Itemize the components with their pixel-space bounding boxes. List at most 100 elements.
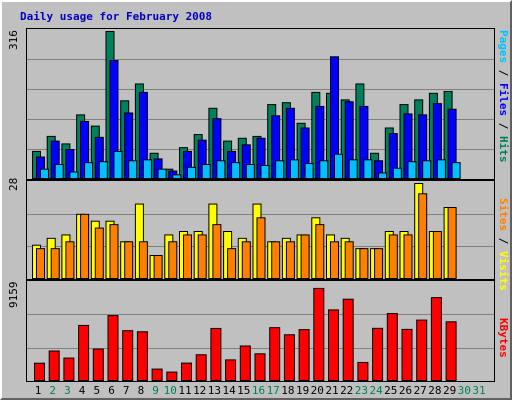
day-label-26: 26 (398, 384, 413, 397)
sites-bar-day-10 (168, 241, 178, 279)
pages-bar-day-18 (289, 159, 299, 179)
pages-bar-day-25 (392, 167, 402, 179)
sites-bar-day-8 (138, 241, 148, 279)
sites-bar-day-20 (315, 224, 325, 279)
day-label-13: 13 (207, 384, 222, 397)
pages-bar-day-3 (69, 171, 79, 179)
kbytes-bar-day-29 (445, 321, 457, 381)
kbytes-bar-day-27 (416, 319, 428, 381)
sites-bar-day-15 (241, 241, 251, 279)
day-axis: 1 2 3 4 5 6 7 8 9 10 11 12 13 14 15 16 17 18 19 20 21 22 23 24 2… (26, 384, 495, 398)
mid-panel-legend: Sites / Visits (497, 198, 510, 291)
pages-bar-day-14 (231, 162, 241, 179)
day-label-14: 14 (222, 384, 236, 397)
hits-files-pages-panel (26, 28, 495, 180)
pages-bar-day-28 (436, 159, 446, 179)
sites-bar-day-5 (94, 227, 104, 279)
day-label-18: 18 (281, 384, 295, 397)
pages-bar-day-24 (378, 172, 388, 179)
hits-files-pages-plot (27, 31, 494, 179)
day-label-16: 16 (251, 384, 266, 397)
day-label-9: 9 (152, 384, 159, 397)
sites-bar-day-17 (271, 241, 281, 279)
sites-bar-day-4 (80, 213, 90, 279)
pages-bar-day-17 (275, 160, 285, 179)
pages-bar-day-7 (128, 160, 138, 179)
kbytes-bar-day-25 (386, 313, 398, 381)
kbytes-bar-day-26 (401, 328, 413, 381)
pages-bar-day-4 (84, 162, 94, 179)
sites-bar-day-1 (36, 248, 45, 279)
sites-bar-day-14 (227, 248, 237, 279)
sites-bar-day-7 (124, 241, 134, 279)
top-panel-legend: Pages / Files / Hits (497, 30, 510, 163)
kbytes-bar-day-21 (328, 309, 339, 381)
kbytes-bar-day-8 (136, 331, 148, 381)
kbytes-bar-day-19 (298, 329, 310, 381)
kbytes-bar-day-18 (283, 334, 295, 381)
kbytes-plot (27, 287, 494, 381)
pages-bar-day-21 (334, 153, 343, 179)
sites-bar-day-19 (300, 234, 310, 279)
kbytes-bar-day-2 (48, 350, 60, 381)
day-label-3: 3 (64, 384, 71, 397)
legend-kbytes: KBytes (497, 318, 510, 358)
pages-bar-day-13 (216, 160, 226, 179)
pages-bar-day-26 (407, 161, 417, 179)
day-label-28: 28 (428, 384, 442, 397)
sites-bar-day-21 (330, 241, 339, 279)
visits-sites-plot (27, 183, 494, 279)
top-panel-max-label: 316 (7, 30, 20, 50)
pages-bar-day-19 (304, 163, 314, 179)
bot-panel-max-label: 9159 (7, 282, 20, 309)
pages-bar-day-23 (363, 159, 373, 179)
sites-bar-day-27 (418, 193, 428, 279)
sites-bar-day-28 (432, 231, 442, 279)
pages-bar-day-29 (451, 162, 461, 179)
day-label-29: 29 (442, 384, 457, 397)
pages-bar-day-27 (422, 160, 432, 179)
day-label-21: 21 (325, 384, 339, 397)
day-label-20: 20 (310, 384, 324, 397)
kbytes-panel (26, 280, 495, 382)
day-label-5: 5 (93, 384, 101, 397)
sites-bar-day-22 (344, 241, 354, 279)
sites-bar-day-13 (212, 224, 222, 279)
day-label-6: 6 (108, 384, 115, 397)
legend-pages: Pages (497, 30, 510, 64)
day-label-11: 11 (178, 384, 192, 397)
sites-bar-day-2 (50, 248, 60, 279)
day-label-30: 30 (457, 384, 471, 397)
legend-visits: Visits (497, 251, 510, 291)
kbytes-bar-day-20 (313, 287, 325, 381)
kbytes-bar-day-1 (34, 362, 45, 381)
sites-bar-day-16 (256, 217, 266, 279)
chart-title: Daily usage for February 2008 (20, 10, 213, 23)
kbytes-bar-day-23 (357, 361, 369, 381)
sites-bar-day-25 (388, 234, 398, 279)
kbytes-bar-day-15 (239, 345, 251, 381)
day-label-22: 22 (340, 384, 354, 397)
day-label-31: 31 (472, 384, 486, 397)
sites-bar-day-26 (403, 234, 413, 279)
pages-bar-day-2 (54, 164, 64, 179)
day-label-10: 10 (163, 384, 177, 397)
pages-bar-day-12 (201, 164, 211, 179)
kbytes-bar-day-7 (122, 330, 134, 381)
day-label-15: 15 (237, 384, 251, 397)
kbytes-bar-day-4 (78, 324, 90, 381)
kbytes-bar-day-17 (269, 327, 281, 381)
legend-sites: Sites (497, 198, 510, 232)
kbytes-bar-day-14 (225, 359, 237, 381)
sites-bar-day-11 (183, 234, 192, 279)
kbytes-bar-day-12 (195, 354, 207, 381)
kbytes-bar-day-16 (254, 353, 266, 381)
day-label-17: 17 (266, 384, 280, 397)
kbytes-bar-day-10 (166, 371, 178, 381)
kbytes-bar-day-24 (372, 327, 384, 381)
kbytes-bar-day-3 (63, 357, 75, 381)
kbytes-bar-day-9 (151, 368, 163, 381)
day-label-7: 7 (122, 384, 130, 397)
pages-bar-day-11 (187, 166, 196, 179)
mid-panel-max-label: 28 (7, 178, 20, 192)
